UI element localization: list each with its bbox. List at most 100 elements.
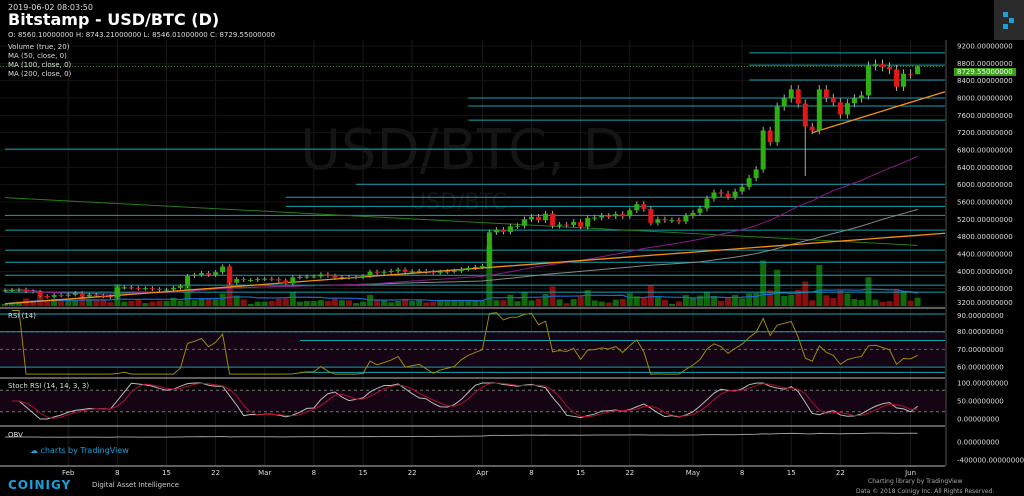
legend-ma50[interactable]: MA (50, close, 0) bbox=[8, 52, 67, 60]
candle-body bbox=[908, 73, 914, 75]
volume-bar bbox=[212, 299, 219, 306]
volume-bar bbox=[156, 300, 163, 306]
date-axis-label: 8 bbox=[529, 469, 533, 477]
candle-body bbox=[248, 279, 254, 281]
candle-body bbox=[402, 269, 408, 272]
date-axis-label: Apr bbox=[476, 469, 488, 477]
coinigy-tagline: Digital Asset Intelligence bbox=[92, 481, 180, 489]
volume-bar bbox=[767, 290, 774, 306]
volume-bar bbox=[149, 301, 156, 306]
candle-body bbox=[241, 279, 247, 281]
candle-body bbox=[655, 219, 661, 223]
candle-body bbox=[564, 224, 570, 226]
volume-bar bbox=[310, 301, 317, 306]
stoch-rsi-label[interactable]: Stoch RSI (14, 14, 3, 3) bbox=[8, 382, 90, 390]
date-axis-label: Jun bbox=[904, 469, 916, 477]
candle-body bbox=[93, 294, 99, 296]
candle-body bbox=[606, 215, 612, 217]
rsi-axis-label: 90.00000000 bbox=[957, 312, 1004, 320]
volume-bar bbox=[851, 299, 858, 306]
obv-axis-label: 0.00000000 bbox=[957, 439, 999, 447]
volume-ma-line bbox=[4, 288, 918, 305]
price-axis-label: 5200.00000000 bbox=[957, 216, 1013, 224]
candle-body bbox=[887, 66, 893, 70]
candle-body bbox=[915, 66, 921, 75]
rsi-label[interactable]: RSI (14) bbox=[8, 312, 36, 320]
price-axis-label: 3600.00000000 bbox=[957, 285, 1013, 293]
volume-bar bbox=[381, 299, 388, 306]
volume-bar bbox=[275, 298, 282, 306]
legend-ma200[interactable]: MA (200, close, 0) bbox=[8, 70, 72, 78]
candle-body bbox=[332, 275, 338, 278]
volume-bar bbox=[647, 285, 654, 306]
volume-bar bbox=[128, 300, 135, 306]
candle-body bbox=[536, 216, 542, 221]
candle-body bbox=[500, 229, 506, 232]
candle-body bbox=[178, 286, 183, 288]
candle-body bbox=[199, 273, 205, 275]
volume-bar bbox=[465, 300, 472, 306]
candle-body bbox=[142, 288, 148, 290]
legend-volume[interactable]: Volume (true, 20) bbox=[8, 43, 70, 51]
volume-bar bbox=[451, 300, 458, 306]
volume-bar bbox=[345, 300, 352, 306]
price-axis-label: 6400.00000000 bbox=[957, 164, 1013, 172]
candle-body bbox=[86, 294, 92, 297]
candle-body bbox=[592, 217, 598, 219]
obv-label[interactable]: OBV bbox=[8, 431, 23, 439]
date-axis-label: 22 bbox=[836, 469, 845, 477]
candle-body bbox=[465, 267, 471, 270]
candle-body bbox=[51, 295, 57, 297]
rsi-line bbox=[12, 309, 918, 375]
volume-bar bbox=[360, 301, 367, 306]
volume-bar bbox=[640, 297, 647, 306]
volume-bar bbox=[907, 300, 914, 306]
volume-bar bbox=[170, 297, 177, 306]
price-axis-label: 8000.00000000 bbox=[957, 94, 1013, 102]
ma50-line bbox=[4, 155, 918, 295]
candle-body bbox=[767, 130, 773, 143]
candle-body bbox=[830, 97, 836, 103]
candle-body bbox=[872, 64, 878, 66]
volume-bar bbox=[823, 295, 830, 306]
volume-bar bbox=[865, 277, 872, 306]
volume-bar bbox=[44, 301, 51, 306]
volume-bar bbox=[430, 301, 437, 306]
price-axis-label: 4800.00000000 bbox=[957, 233, 1013, 241]
price-axis-label: 4400.00000000 bbox=[957, 250, 1013, 258]
volume-bar bbox=[458, 300, 465, 306]
volume-bar bbox=[254, 301, 261, 306]
candle-body bbox=[802, 103, 808, 127]
volume-bar bbox=[437, 300, 444, 306]
timestamp: 2019-06-02 08:03:50 bbox=[8, 3, 93, 12]
candle-body bbox=[353, 276, 359, 278]
candle-body bbox=[585, 218, 591, 227]
volume-bar bbox=[219, 293, 226, 306]
candle-body bbox=[894, 69, 900, 87]
volume-bar bbox=[444, 300, 451, 306]
candle-body bbox=[339, 276, 345, 278]
tradingview-credit-link[interactable]: ☁ charts by TradingView bbox=[30, 446, 129, 455]
volume-bar bbox=[177, 300, 184, 306]
volume-bar bbox=[802, 281, 809, 306]
candle-body bbox=[79, 292, 85, 297]
candle-body bbox=[227, 266, 233, 283]
candle-body bbox=[486, 232, 492, 267]
volume-bar bbox=[774, 269, 781, 306]
volume-bar bbox=[893, 288, 900, 306]
candle-body bbox=[220, 266, 226, 273]
price-axis-label: 7600.00000000 bbox=[957, 112, 1013, 120]
volume-bar bbox=[696, 295, 703, 306]
candle-body bbox=[156, 289, 162, 291]
date-axis-label: 15 bbox=[576, 469, 585, 477]
volume-bar bbox=[135, 299, 142, 306]
candle-body bbox=[290, 277, 296, 284]
candle-body bbox=[718, 192, 724, 194]
candle-body bbox=[44, 296, 50, 298]
legend-ma100[interactable]: MA (100, close, 0) bbox=[8, 61, 72, 69]
candle-body bbox=[423, 270, 429, 272]
candle-body bbox=[185, 276, 191, 287]
candle-body bbox=[304, 276, 310, 278]
volume-bar bbox=[879, 301, 886, 306]
